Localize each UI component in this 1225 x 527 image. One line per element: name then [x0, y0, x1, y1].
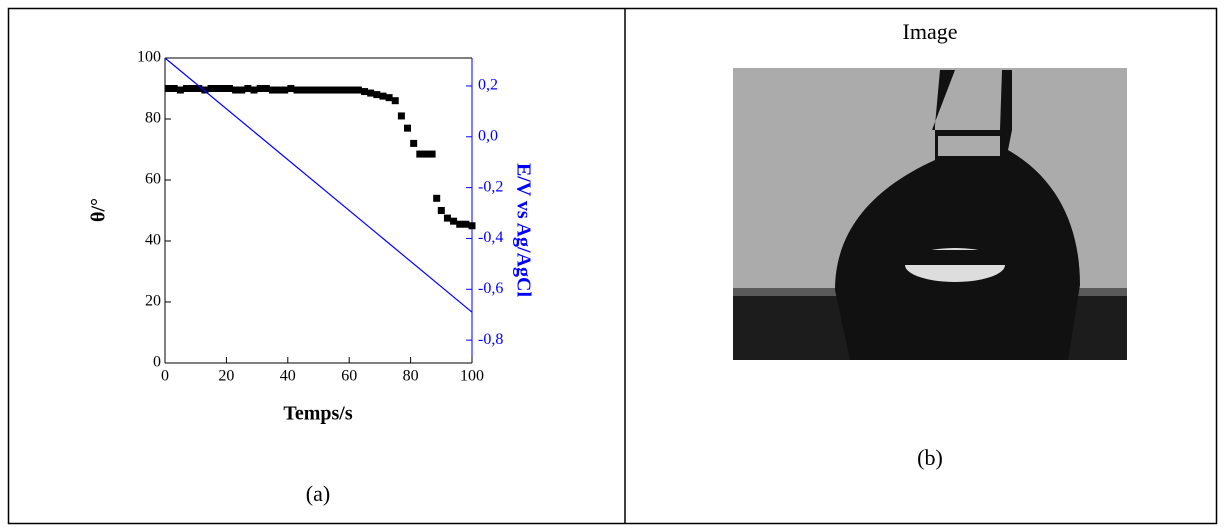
point [250, 86, 258, 94]
point [367, 89, 375, 97]
point [391, 97, 399, 105]
y2-tick-label: -0,8 [478, 331, 503, 348]
point [201, 86, 209, 94]
point [336, 86, 344, 94]
point [433, 194, 441, 202]
point [219, 85, 227, 92]
point [324, 86, 332, 94]
point [262, 85, 270, 92]
y2-tick-label: 0,0 [478, 127, 498, 144]
y-tick-label: 100 [137, 49, 161, 66]
point [410, 139, 418, 147]
x-tick-label: 40 [280, 368, 296, 385]
x-tick-label: 80 [403, 368, 419, 385]
image-title: Image [903, 19, 958, 44]
photo [733, 68, 1127, 360]
point [348, 86, 356, 94]
point [189, 85, 197, 92]
y-tick-label: 80 [145, 110, 161, 127]
y-axis-label: θ/° [88, 198, 110, 222]
table-border [7, 7, 1218, 525]
point [244, 85, 252, 92]
y2-axis-label: E/V vs Ag/AgCl [512, 163, 534, 298]
point [195, 85, 203, 92]
y2-tick-label: -0,4 [478, 229, 503, 246]
point [354, 86, 362, 94]
point [437, 207, 445, 214]
point [318, 86, 326, 94]
point [232, 86, 240, 94]
point [379, 92, 387, 100]
point [213, 85, 221, 92]
point [373, 91, 381, 99]
point [428, 150, 436, 158]
point [238, 86, 246, 94]
x-tick-label: 20 [218, 368, 234, 385]
point [468, 222, 476, 230]
point [275, 86, 283, 94]
point [182, 85, 190, 92]
point [164, 85, 172, 92]
x-tick-label: 100 [460, 368, 484, 385]
x-tick-label: 60 [341, 368, 357, 385]
point [176, 86, 184, 94]
caption: (a) [306, 481, 330, 506]
point [397, 112, 405, 120]
point [456, 220, 464, 228]
point [305, 86, 313, 94]
x-tick-label: 0 [161, 368, 169, 385]
point [170, 85, 178, 92]
point [385, 94, 393, 102]
point [462, 220, 470, 228]
point [342, 86, 350, 94]
point [225, 85, 233, 92]
point [330, 86, 338, 94]
x-axis-label: Temps/s [283, 403, 353, 425]
point [450, 217, 458, 225]
y-tick-label: 40 [145, 232, 161, 249]
point [256, 85, 264, 92]
y-tick-label: 60 [145, 171, 161, 188]
y2-tick-label: 0,2 [478, 77, 498, 94]
point [287, 85, 295, 92]
point [281, 86, 289, 94]
y-tick-label: 0 [153, 354, 161, 371]
point [404, 124, 412, 132]
point [311, 86, 319, 94]
y2-tick-label: -0,2 [478, 178, 503, 195]
y-tick-label: 20 [145, 293, 161, 310]
point [443, 214, 451, 222]
point [299, 86, 307, 94]
point [416, 150, 424, 158]
line [164, 57, 473, 313]
point [422, 150, 430, 158]
caption: (b) [917, 445, 943, 470]
point [293, 86, 301, 94]
y2-tick-label: -0,6 [478, 280, 503, 297]
point [361, 88, 369, 96]
point [207, 85, 215, 92]
point [268, 86, 276, 94]
